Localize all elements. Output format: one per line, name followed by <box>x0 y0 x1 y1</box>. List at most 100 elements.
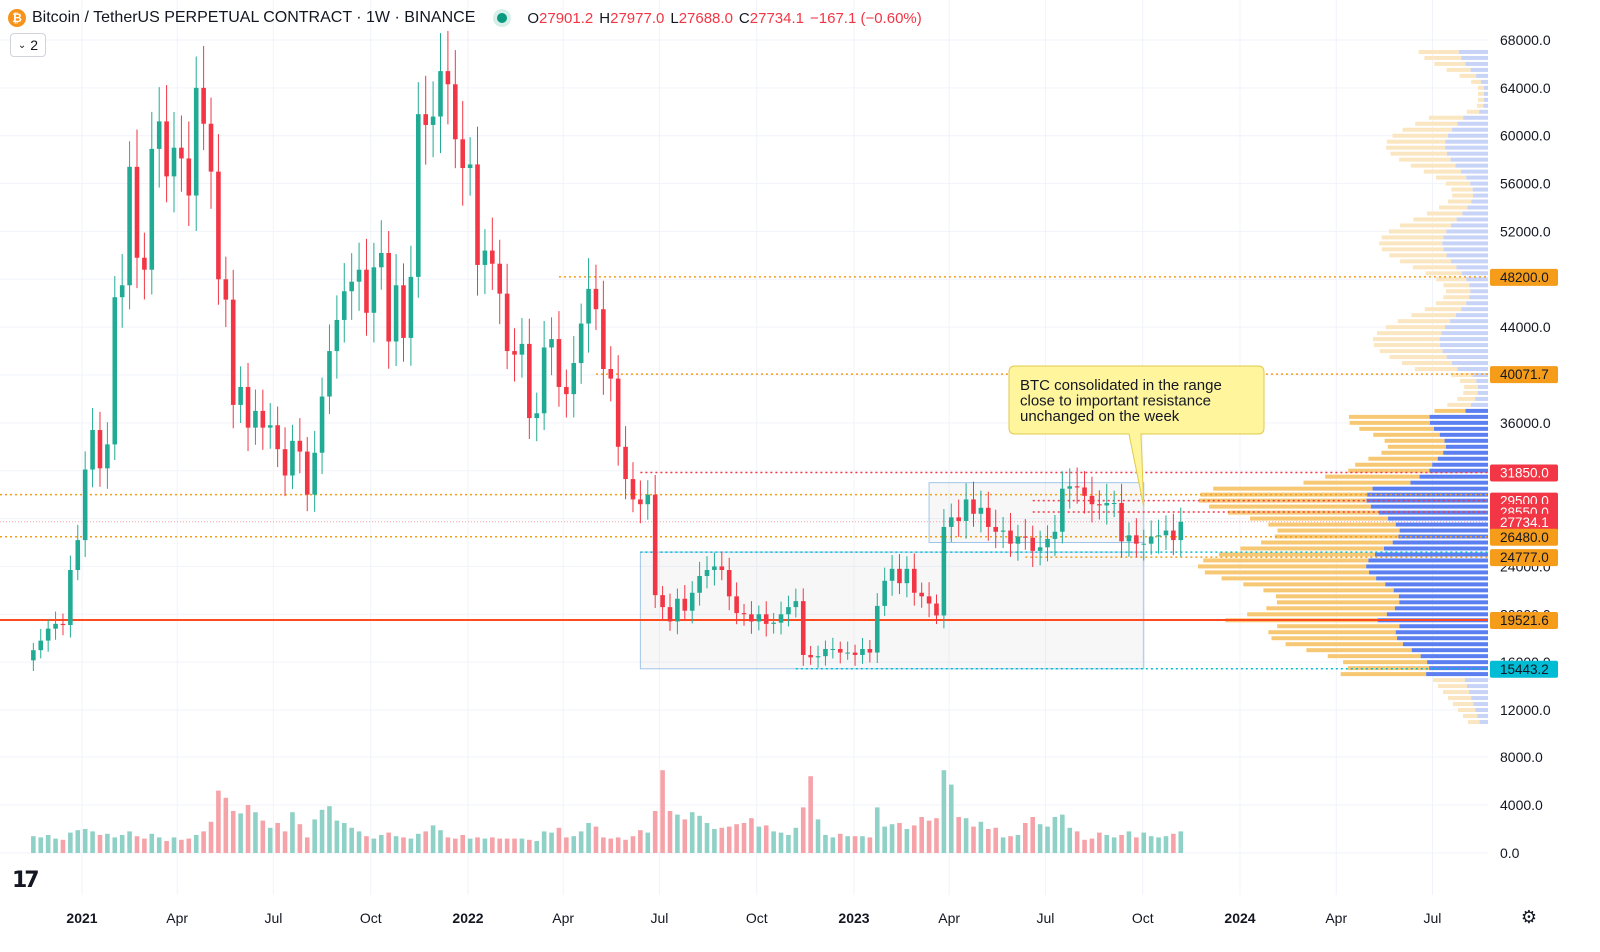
candle <box>179 147 184 159</box>
candle <box>593 288 599 310</box>
volume-bar <box>97 835 103 853</box>
candle <box>830 648 836 650</box>
volume-bar <box>800 807 806 853</box>
volume-profile-bar <box>1466 277 1488 282</box>
time-axis-label: Oct <box>1132 910 1154 926</box>
volume-profile-bar <box>1450 157 1488 162</box>
volume-bar <box>823 835 828 853</box>
volume-bar <box>534 841 540 853</box>
candle <box>356 269 362 282</box>
volume-bar <box>593 826 599 853</box>
volume-profile-bar <box>1204 570 1370 575</box>
volume-bar <box>156 837 162 853</box>
time-axis-label: Apr <box>166 910 188 926</box>
price-axis-label: 36000.0 <box>1500 415 1551 431</box>
volume-bar <box>726 826 732 853</box>
volume-bar <box>630 836 636 853</box>
candle <box>282 449 288 476</box>
time-axis-label: Apr <box>552 910 574 926</box>
volume-profile-bar <box>1349 420 1430 425</box>
volume-profile-bar <box>1376 576 1488 581</box>
candle <box>623 446 628 480</box>
price-axis-label: 44000.0 <box>1500 319 1551 335</box>
volume-profile-bar <box>1203 558 1369 563</box>
candle <box>1045 538 1050 548</box>
candle <box>438 71 443 117</box>
volume-profile-bar <box>1461 169 1488 174</box>
volume-profile-bar <box>1463 390 1478 395</box>
volume-bar <box>1074 831 1080 853</box>
candle <box>1134 535 1139 544</box>
range-box <box>928 482 1145 543</box>
volume-axis-label: 4000.0 <box>1500 797 1543 813</box>
volume-profile-bar <box>1387 444 1446 449</box>
volume-profile-bar <box>1462 211 1488 216</box>
time-axis-label: Jul <box>1424 910 1442 926</box>
volume-profile-bar <box>1443 235 1488 240</box>
volume-bar <box>941 770 947 853</box>
volume-profile-bar <box>1476 103 1484 108</box>
candle <box>652 494 658 596</box>
candle <box>948 517 954 527</box>
candle <box>941 526 947 616</box>
time-axis-label: 2021 <box>66 910 97 926</box>
volume-profile-bar <box>1368 456 1438 461</box>
price-label-badge <box>1490 513 1558 531</box>
volume-bar <box>490 837 495 853</box>
candle <box>1163 530 1169 536</box>
volume-bar <box>519 838 525 853</box>
volume-profile-bar <box>1458 708 1476 712</box>
indicators-collapse-button[interactable]: ⌄ 2 <box>10 33 46 57</box>
candle <box>1060 488 1065 532</box>
candle <box>682 598 688 611</box>
candle <box>630 479 636 500</box>
volume-bar <box>986 829 991 853</box>
volume-bar <box>1119 835 1124 853</box>
volume-bar <box>934 818 939 853</box>
candle <box>275 425 280 450</box>
volume-profile-bar <box>1463 115 1488 120</box>
volume-bar <box>45 835 51 853</box>
candle <box>75 540 81 571</box>
volume-bar <box>371 838 377 853</box>
candle <box>253 410 258 428</box>
volume-profile-bar <box>1428 115 1464 120</box>
symbol-title[interactable]: Bitcoin / TetherUS PERPETUAL CONTRACT · … <box>32 9 476 26</box>
candle <box>586 288 591 324</box>
candle <box>349 281 354 292</box>
volume-bar <box>416 833 421 853</box>
volume-profile-bar <box>1423 169 1462 174</box>
time-axis-label: Apr <box>938 910 960 926</box>
volume-bar <box>845 836 850 853</box>
volume-profile-bar <box>1433 678 1465 683</box>
candle <box>1082 487 1087 496</box>
volume-profile-bar <box>1390 151 1448 156</box>
candle <box>1023 536 1028 538</box>
candle <box>697 576 702 593</box>
gear-icon[interactable]: ⚙ <box>1520 907 1538 927</box>
volume-profile-bar <box>1461 55 1488 60</box>
volume-profile-bar <box>1343 660 1428 665</box>
volume-profile-bar <box>1347 666 1430 671</box>
candle <box>741 613 747 615</box>
volume-bar <box>327 806 332 853</box>
candle <box>1119 503 1124 542</box>
volume-profile-bar <box>1433 426 1488 431</box>
candle <box>963 499 969 521</box>
volume-profile-bar <box>1392 540 1488 545</box>
volume-bar <box>31 836 36 853</box>
volume-profile-bar <box>1461 271 1488 276</box>
volume-bar <box>1141 832 1147 853</box>
candle <box>534 413 540 419</box>
tradingview-logo-icon[interactable]: 17 <box>12 868 40 893</box>
volume-profile-bar <box>1198 564 1367 569</box>
volume-profile-bar <box>1451 259 1488 264</box>
volume-bar <box>1082 839 1087 853</box>
volume-profile-bar <box>1411 648 1488 653</box>
candle <box>297 440 303 452</box>
candle <box>1097 504 1102 506</box>
candle <box>541 347 547 414</box>
volume-profile-bar <box>1399 528 1488 533</box>
volume-bar <box>749 818 754 853</box>
